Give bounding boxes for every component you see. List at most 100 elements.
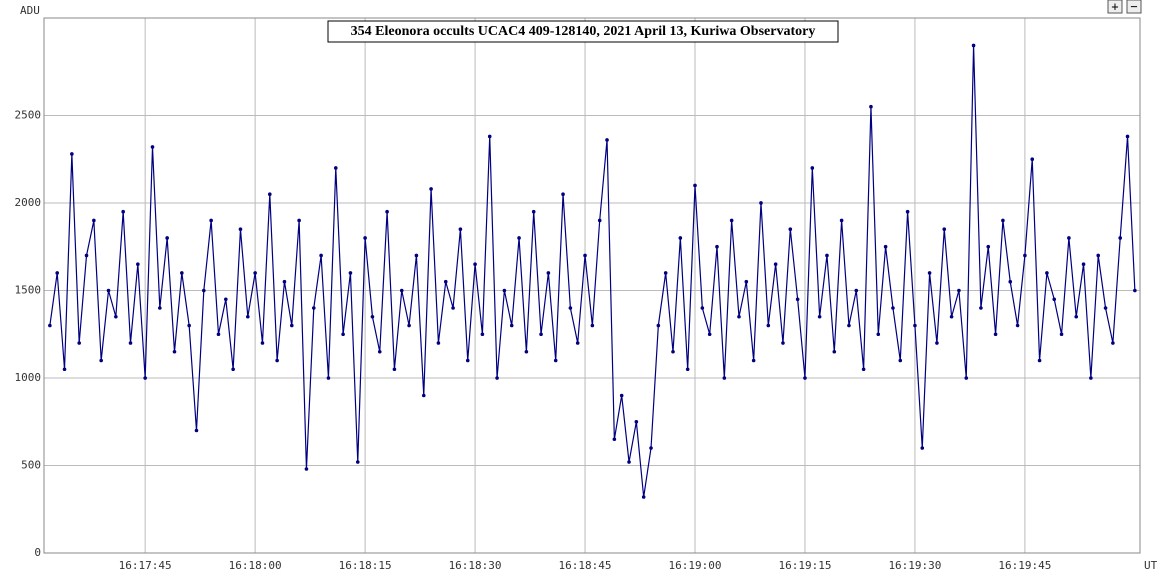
data-point (77, 341, 81, 345)
data-point (253, 271, 257, 275)
data-point (311, 306, 316, 310)
zoom-out-button[interactable]: − (1126, 0, 1142, 14)
data-point (421, 393, 426, 398)
data-point (575, 341, 580, 345)
data-point (700, 306, 705, 310)
x-axis-label: UT (1144, 559, 1158, 572)
plot (48, 43, 1137, 499)
data-point (180, 271, 184, 275)
data-point (832, 349, 837, 354)
data-point (385, 209, 389, 214)
data-point (1074, 314, 1079, 319)
data-point (1052, 297, 1057, 302)
data-point (634, 419, 639, 424)
data-point (165, 236, 169, 240)
data-point (1023, 253, 1027, 258)
data-point (744, 279, 749, 284)
x-tick-label: 16:19:00 (669, 559, 722, 572)
data-point (707, 332, 712, 337)
data-point (927, 271, 932, 275)
y-tick-label: 0 (34, 546, 41, 559)
x-tick-label: 16:18:30 (449, 559, 502, 572)
data-point (436, 341, 441, 345)
y-tick-label: 500 (21, 458, 41, 471)
x-tick-label: 16:18:45 (559, 559, 612, 572)
data-point (656, 323, 661, 328)
data-point (810, 166, 815, 170)
button-label[interactable]: − (1130, 0, 1137, 14)
data-point (282, 279, 287, 284)
data-point (957, 288, 961, 293)
data-point (136, 262, 140, 267)
data-point (942, 227, 947, 232)
data-point (1059, 332, 1064, 337)
data-point (781, 341, 785, 345)
data-point (788, 227, 793, 232)
data-point (121, 209, 125, 214)
data-point (202, 288, 206, 293)
data-point (979, 306, 983, 310)
data-point (106, 288, 111, 293)
data-point (1133, 288, 1137, 293)
data-point (128, 341, 133, 345)
data-point (612, 437, 617, 442)
data-point (839, 218, 844, 223)
data-point (722, 376, 727, 380)
data-point (480, 332, 485, 337)
y-tick-label: 1000 (15, 371, 42, 384)
data-point (158, 306, 162, 310)
data-point (355, 460, 360, 464)
data-point (1001, 218, 1005, 223)
data-point (825, 253, 829, 258)
data-point (1103, 306, 1108, 310)
data-point (847, 323, 851, 328)
data-point (70, 152, 74, 156)
data-point (370, 314, 375, 319)
data-point (1030, 157, 1035, 162)
data-point (729, 218, 734, 223)
data-point (1008, 279, 1013, 284)
data-point (1111, 341, 1115, 345)
data-point (517, 236, 521, 240)
data-point (363, 236, 367, 240)
data-point (224, 297, 228, 302)
button-frame[interactable] (1126, 0, 1142, 14)
data-point (854, 288, 859, 293)
data-point (414, 253, 419, 258)
data-point (641, 495, 646, 499)
data-point (407, 323, 411, 328)
data-point (1125, 134, 1130, 139)
grid (44, 18, 1140, 554)
data-point (561, 192, 565, 197)
x-tick-label: 16:18:00 (229, 559, 282, 572)
button-label[interactable]: + (1111, 0, 1118, 14)
zoom-in-button[interactable]: + (1107, 0, 1123, 14)
y-tick-label: 1500 (15, 283, 42, 296)
data-point (905, 209, 910, 214)
data-point (1015, 323, 1020, 328)
data-point (663, 271, 668, 275)
x-tick-label: 16:17:45 (119, 559, 172, 572)
y-tick-label: 2000 (15, 196, 42, 209)
button-frame[interactable] (1107, 0, 1123, 14)
data-point (99, 358, 103, 363)
data-point (1081, 262, 1086, 267)
data-point (348, 271, 353, 275)
data-point (209, 218, 213, 223)
data-point (465, 358, 470, 363)
x-tick-label: 16:19:15 (778, 559, 831, 572)
data-point (297, 218, 301, 223)
data-point (737, 314, 741, 319)
data-point (605, 138, 609, 142)
data-point (502, 288, 507, 293)
data-point (539, 332, 543, 337)
data-point (876, 332, 881, 337)
data-point (341, 332, 345, 337)
data-point (597, 218, 602, 223)
data-point (172, 349, 177, 354)
data-point (619, 393, 624, 398)
data-point (377, 349, 382, 354)
data-point (685, 367, 690, 372)
data-point (964, 376, 969, 380)
